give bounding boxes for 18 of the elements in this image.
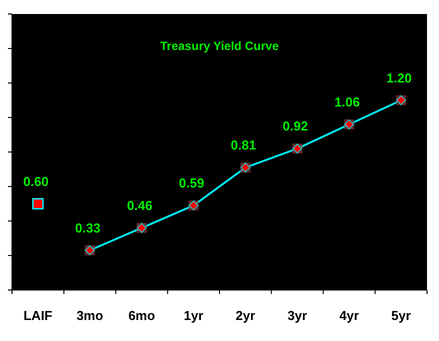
x-tick-label: 4yr xyxy=(339,308,359,323)
data-label: 0.92 xyxy=(282,118,308,134)
x-tick-label: 3mo xyxy=(76,308,104,323)
x-tick-label: 3yr xyxy=(288,308,308,323)
text: Treasury Yield Curve xyxy=(160,39,280,53)
data-label: 0.81 xyxy=(230,138,256,153)
point xyxy=(32,198,44,210)
x-tick-label: 5yr xyxy=(391,308,411,323)
x-tick-label: 6mo xyxy=(128,308,156,323)
data-label: 0.33 xyxy=(75,220,100,236)
x-tick-label: LAIF xyxy=(23,308,52,323)
data-label: 0.60 xyxy=(23,174,49,189)
data-label: 0.59 xyxy=(178,175,204,190)
data-label: 1.20 xyxy=(386,70,412,86)
x-tick-label: 2yr xyxy=(236,308,256,323)
data-label: 1.06 xyxy=(334,94,360,110)
x-tick-label: 1yr xyxy=(184,308,204,323)
data-label: 0.46 xyxy=(127,198,152,213)
